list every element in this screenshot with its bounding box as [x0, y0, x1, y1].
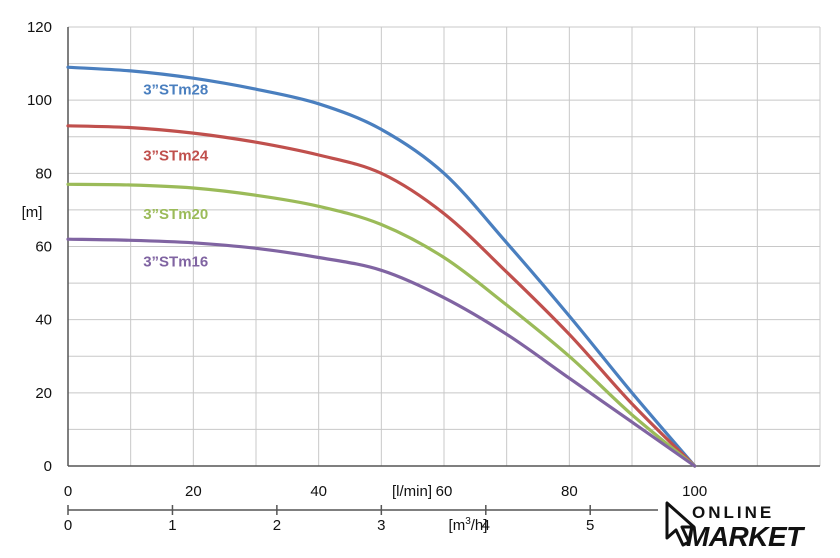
x-tick-label: 40 — [310, 483, 327, 500]
y-tick-label: 0 — [44, 458, 52, 475]
x2-tick-label: 3 — [377, 517, 385, 534]
grid — [68, 26, 821, 466]
y-tick-label: 60 — [35, 239, 52, 256]
online-market-logo: ONLINE MARKET — [658, 498, 840, 558]
x-tick-label: 60 — [436, 483, 453, 500]
x2-axis-label: [m3/h] — [449, 516, 488, 534]
y-tick-label: 100 — [27, 92, 52, 109]
y-axis-label: [m] — [22, 204, 43, 221]
series-line-4 — [66, 237, 697, 468]
x2-axis-label-tail: /h] — [471, 517, 488, 534]
x-tick-label: 0 — [64, 483, 72, 500]
y-tick-label: 120 — [27, 19, 52, 36]
series-line-3 — [66, 182, 697, 468]
series-line-1 — [66, 65, 697, 468]
logo-line2: MARKET — [686, 521, 806, 552]
x2-tick-label: 0 — [64, 517, 72, 534]
series-curves — [66, 65, 697, 468]
y-tick-label: 40 — [35, 312, 52, 329]
y-tick-label: 80 — [35, 165, 52, 182]
x-axis-label: [l/min] — [392, 483, 432, 500]
x2-tick-label: 1 — [168, 517, 176, 534]
x-tick-label: 100 — [682, 483, 707, 500]
x2-tick-label: 2 — [273, 517, 281, 534]
series-labels: 3”STm28 3”STm24 3”STm20 3”STm16 — [143, 82, 209, 271]
series-label-3: 3”STm20 — [143, 206, 208, 223]
x2-tick-label: 4 — [482, 517, 490, 534]
series-label-2: 3”STm24 — [143, 148, 209, 165]
x2-axis-label-base: [m — [449, 517, 466, 534]
x2-tick-label: 5 — [586, 517, 594, 534]
series-label-1: 3”STm28 — [143, 82, 208, 99]
y-tick-label: 20 — [35, 385, 52, 402]
x-tick-label: 80 — [561, 483, 578, 500]
logo-line1: ONLINE — [692, 503, 774, 522]
cursor-arrow-icon — [665, 501, 696, 547]
x-tick-label: 20 — [185, 483, 202, 500]
series-label-4: 3”STm16 — [143, 254, 208, 271]
x2-axis-label-superscript: 3 — [465, 516, 471, 527]
series-line-2 — [66, 124, 697, 468]
